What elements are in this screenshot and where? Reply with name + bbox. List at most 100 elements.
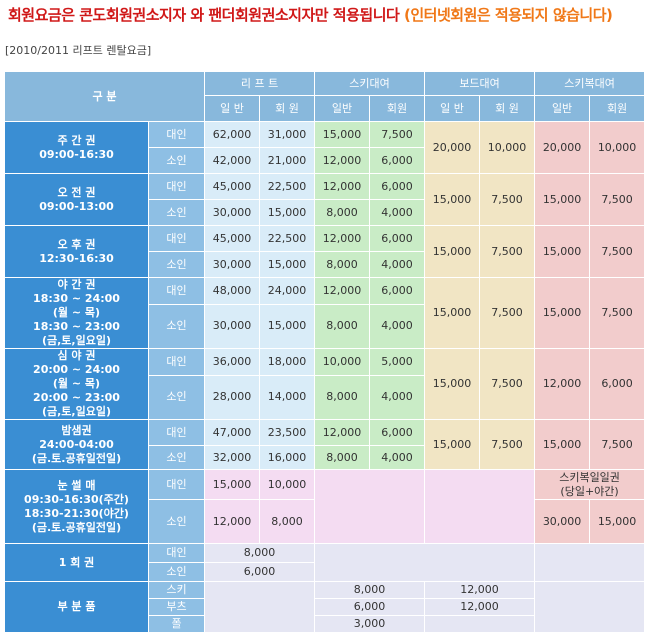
price-cell: 6,000: [369, 225, 426, 252]
ticket-weekly-name: 주 간 권: [57, 133, 96, 147]
ticket-single-ride: 1 회 권: [4, 543, 149, 582]
header-lift-general: 일 반: [204, 95, 261, 122]
price-cell: 15,000: [259, 251, 316, 278]
price-cell: 7,500: [589, 277, 646, 349]
header-board-general: 일 반: [424, 95, 481, 122]
price-cell: 15,000: [204, 469, 261, 500]
price-cell: 7,500: [369, 121, 426, 148]
ticket-late-name: 심 야 권: [57, 349, 96, 362]
price-cell: 4,000: [369, 199, 426, 226]
parts-boots-label: 부츠: [147, 598, 206, 616]
price-cell: 28,000: [204, 374, 261, 421]
ticket-morning: 오 전 권 09:00-13:00: [4, 173, 149, 226]
price-cell: 4,000: [369, 303, 426, 350]
price-cell: 7,500: [589, 173, 646, 226]
age-adult: 대인: [147, 348, 206, 376]
price-cell: 15,000: [424, 225, 481, 278]
ticket-afternoon-time: 12:30-16:30: [39, 251, 114, 265]
age-adult: 대인: [147, 543, 206, 563]
price-cell: 15,000: [424, 419, 481, 470]
price-cell: 15,000: [259, 303, 316, 350]
member-rate-notice: 회원요금은 콘도회원권소지자 와 팬더회원권소지자만 적용됩니다 (인터넷회원은…: [8, 4, 613, 25]
ticket-morning-name: 오 전 권: [57, 185, 96, 199]
price-cell: 6,000: [314, 598, 426, 616]
price-cell: 8,000: [314, 199, 371, 226]
price-cell: 18,000: [259, 348, 316, 376]
parts-ski-label: 스키: [147, 581, 206, 599]
ticket-sled-line1: 09:30-16:30(주간): [24, 492, 129, 506]
season-label: [2010/2011 리프트 렌탈요금]: [5, 44, 152, 57]
price-cell: 15,000: [589, 499, 646, 544]
ticket-night-line2: (월 ~ 목): [52, 306, 101, 319]
notice-main-text: 회원요금은 콘도회원권소지자 와 팬더회원권소지자만 적용됩니다: [8, 6, 400, 24]
price-cell: 10,000: [589, 121, 646, 174]
price-cell: 8,000: [314, 581, 426, 599]
age-adult: 대인: [147, 121, 206, 148]
header-lift-member: 회 원: [259, 95, 316, 122]
price-cell: 5,000: [369, 348, 426, 376]
price-cell: 7,500: [589, 225, 646, 278]
age-child: 소인: [147, 251, 206, 278]
ticket-weekly: 주 간 권 09:00-16:30: [4, 121, 149, 174]
price-cell: 10,000: [314, 348, 371, 376]
ticket-night-name: 야 간 권: [57, 278, 96, 291]
price-cell: 14,000: [259, 374, 316, 421]
ticket-late-line1: 20:00 ~ 24:00: [33, 363, 120, 376]
header-board-rental: 보드대여: [424, 71, 536, 96]
price-cell: 20,000: [534, 121, 591, 174]
price-cell: 30,000: [204, 199, 261, 226]
price-cell: 8,000: [314, 374, 371, 421]
header-ski-general: 일반: [314, 95, 371, 122]
ticket-afternoon-name: 오 후 권: [57, 237, 96, 251]
price-cell: 6,000: [204, 562, 316, 582]
empty-cell: [314, 469, 426, 544]
ticket-sled-line2: 18:30-21:30(야간): [24, 506, 129, 520]
header-wear-general: 일반: [534, 95, 591, 122]
header-ski-rental: 스키대여: [314, 71, 426, 96]
price-cell: 4,000: [369, 445, 426, 470]
parts-pole-label: 폴: [147, 615, 206, 633]
ticket-weekly-time: 09:00-16:30: [39, 147, 114, 161]
age-adult: 대인: [147, 225, 206, 252]
rental-rate-table: 구 분 리 프 트 스키대여 보드대여 스키복대여 일 반 회 원 일반 회원 …: [3, 71, 646, 633]
header-lift: 리 프 트: [204, 71, 316, 96]
price-cell: 6,000: [369, 277, 426, 305]
price-cell: 15,000: [259, 199, 316, 226]
price-cell: 15,000: [424, 348, 481, 420]
age-child: 소인: [147, 199, 206, 226]
empty-cell: [314, 543, 536, 582]
price-cell: 48,000: [204, 277, 261, 305]
ticket-night-line3: 18:30 ~ 23:00: [33, 320, 120, 333]
price-cell: 30,000: [204, 303, 261, 350]
price-cell: 21,000: [259, 147, 316, 174]
ticket-late-line4: (금,토,일요일): [41, 405, 111, 418]
header-ski-member: 회원: [369, 95, 426, 122]
price-cell: 12,000: [534, 348, 591, 420]
age-child: 소인: [147, 147, 206, 174]
ticket-sled-name: 눈 썰 매: [57, 478, 96, 492]
price-cell: 30,000: [204, 251, 261, 278]
header-board-member: 회 원: [479, 95, 536, 122]
price-cell: 3,000: [314, 615, 426, 633]
price-cell: 4,000: [369, 374, 426, 421]
price-cell: 15,000: [534, 419, 591, 470]
age-adult: 대인: [147, 419, 206, 446]
header-skiwear-rental: 스키복대여: [534, 71, 646, 96]
price-cell: 15,000: [534, 173, 591, 226]
ticket-snow-sled: 눈 썰 매 09:30-16:30(주간) 18:30-21:30(야간) (금…: [4, 469, 149, 544]
price-cell: 22,500: [259, 173, 316, 200]
price-cell: 42,000: [204, 147, 261, 174]
ticket-sled-line3: (금.토.공휴일전일): [31, 520, 122, 534]
price-cell: 62,000: [204, 121, 261, 148]
price-cell: 12,000: [314, 147, 371, 174]
age-child: 소인: [147, 303, 206, 350]
price-cell: 7,500: [479, 419, 536, 470]
header-wear-member: 회원: [589, 95, 646, 122]
price-cell: 31,000: [259, 121, 316, 148]
price-cell: 10,000: [259, 469, 316, 500]
age-child: 소인: [147, 445, 206, 470]
price-cell: 15,000: [424, 173, 481, 226]
ticket-allnight-line1: 24:00-04:00: [39, 437, 114, 451]
empty-cell: [534, 581, 646, 633]
price-cell: 15,000: [314, 121, 371, 148]
